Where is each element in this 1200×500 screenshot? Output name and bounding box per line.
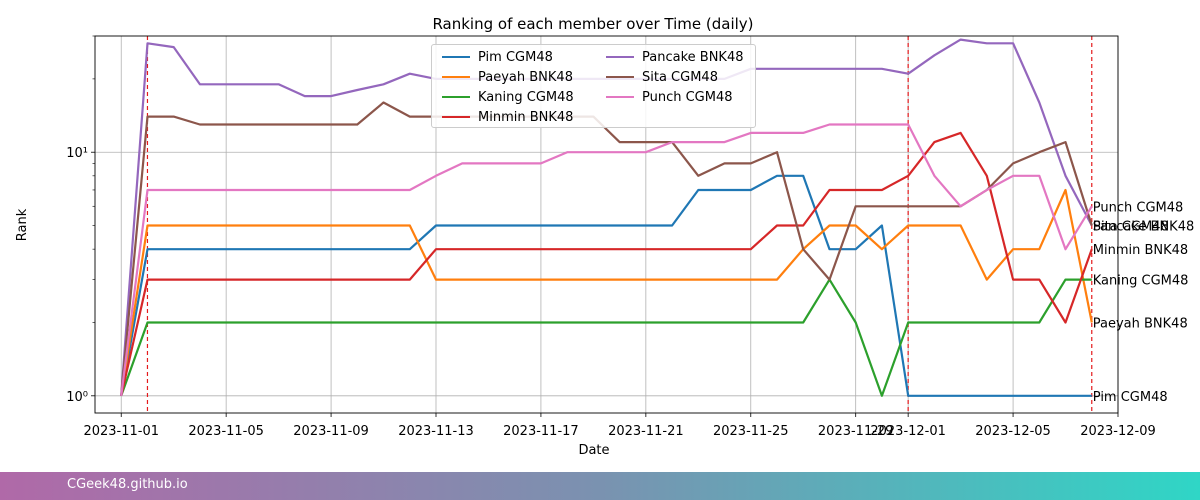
x-tick-label: 2023-11-29 bbox=[818, 424, 894, 439]
y-tick-label: 10¹ bbox=[66, 146, 88, 161]
legend-swatch bbox=[442, 116, 470, 118]
y-axis-label: Rank bbox=[15, 208, 30, 241]
legend-item: Pim CGM48 bbox=[442, 48, 553, 66]
series-line bbox=[120, 123, 1093, 396]
series-line bbox=[120, 131, 1093, 397]
legend: Pim CGM48 Paeyah BNK48 Kaning CGM48 Minm… bbox=[431, 44, 756, 128]
series-end-label: Paeyah BNK48 bbox=[1093, 316, 1188, 331]
legend-label: Pancake BNK48 bbox=[642, 49, 744, 65]
y-tick-label: 10⁰ bbox=[66, 390, 88, 405]
x-tick-label: 2023-11-21 bbox=[608, 424, 684, 439]
legend-item: Kaning CGM48 bbox=[442, 88, 574, 106]
legend-label: Kaning CGM48 bbox=[478, 89, 574, 105]
x-tick-label: 2023-11-01 bbox=[83, 424, 159, 439]
legend-swatch bbox=[442, 76, 470, 78]
x-tick-label: 2023-12-05 bbox=[975, 424, 1051, 439]
legend-label: Paeyah BNK48 bbox=[478, 69, 573, 85]
series-end-label: Sita CGM48 bbox=[1093, 220, 1169, 235]
series-end-label: Pim CGM48 bbox=[1093, 390, 1168, 405]
legend-item: Sita CGM48 bbox=[606, 68, 718, 86]
series-line bbox=[120, 174, 1092, 397]
legend-item: Punch CGM48 bbox=[606, 88, 733, 106]
legend-label: Punch CGM48 bbox=[642, 89, 733, 105]
series-end-label: Pancake BNK48 bbox=[1093, 220, 1194, 235]
legend-label: Minmin BNK48 bbox=[478, 109, 574, 125]
series-end-label: Kaning CGM48 bbox=[1093, 274, 1189, 289]
legend-item: Paeyah BNK48 bbox=[442, 68, 573, 86]
x-tick-label: 2023-11-25 bbox=[713, 424, 789, 439]
legend-swatch bbox=[442, 96, 470, 98]
x-tick-label: 2023-11-13 bbox=[398, 424, 474, 439]
legend-label: Pim CGM48 bbox=[478, 49, 553, 65]
x-tick-label: 2023-11-17 bbox=[503, 424, 579, 439]
series-line bbox=[120, 278, 1092, 397]
plot-frame bbox=[94, 35, 1119, 414]
legend-swatch bbox=[606, 96, 634, 98]
x-axis-label: Date bbox=[578, 443, 609, 458]
legend-swatch bbox=[606, 76, 634, 78]
chart-title: Ranking of each member over Time (daily) bbox=[432, 15, 753, 33]
x-tick-label: 2023-12-01 bbox=[870, 424, 946, 439]
series-line bbox=[120, 101, 1093, 396]
footer-banner: CGeek48.github.io bbox=[0, 472, 1200, 500]
x-tick-label: 2023-11-05 bbox=[188, 424, 264, 439]
x-tick-label: 2023-11-09 bbox=[293, 424, 369, 439]
series-line bbox=[120, 188, 1093, 396]
series-end-label: Minmin BNK48 bbox=[1093, 243, 1188, 258]
legend-label: Sita CGM48 bbox=[642, 69, 718, 85]
series-end-label: Punch CGM48 bbox=[1093, 200, 1184, 215]
legend-item: Pancake BNK48 bbox=[606, 48, 743, 66]
legend-item: Minmin BNK48 bbox=[442, 108, 573, 126]
x-tick-label: 2023-12-09 bbox=[1080, 424, 1156, 439]
legend-swatch bbox=[442, 56, 470, 58]
legend-swatch bbox=[606, 56, 634, 58]
axes: 2023-11-01 2023-11-05 2023-11-09 2023-11-13… bbox=[66, 35, 1156, 439]
footer-link-text[interactable]: CGeek48.github.io bbox=[67, 477, 188, 492]
